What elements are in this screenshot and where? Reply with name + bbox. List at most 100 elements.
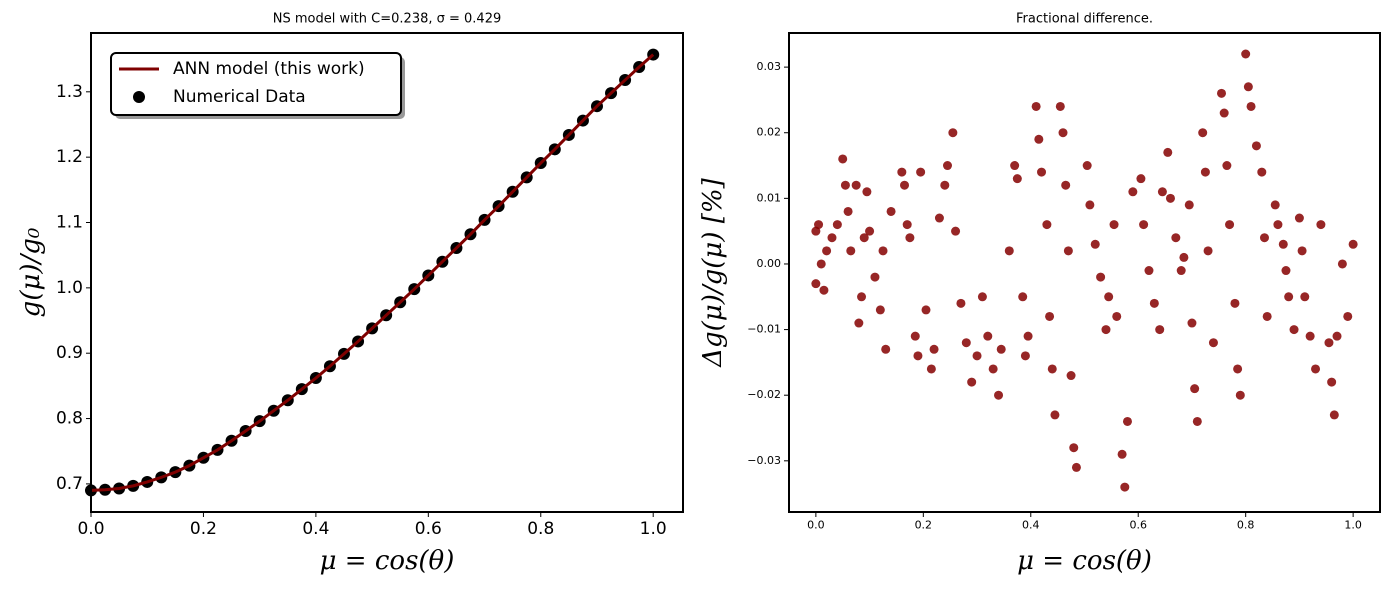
point (1243, 82, 1253, 92)
point (1061, 180, 1071, 190)
point (1251, 141, 1261, 151)
point (1257, 167, 1267, 177)
point (967, 377, 977, 387)
point (816, 259, 826, 269)
point (1316, 220, 1326, 230)
point (977, 292, 987, 302)
point (1259, 233, 1269, 243)
y-tick-label: 1.3 (56, 82, 83, 102)
point (1045, 311, 1055, 321)
point (1329, 410, 1339, 420)
point (934, 213, 944, 223)
point (1139, 220, 1149, 230)
y-tick-label: 0.01 (757, 191, 782, 204)
point (972, 351, 982, 361)
point (1063, 246, 1073, 256)
point (1034, 134, 1044, 144)
chart-title: Fractional difference. (1016, 12, 1153, 27)
point (1217, 88, 1227, 98)
point (870, 272, 880, 282)
point (832, 220, 842, 230)
point (951, 226, 961, 236)
point (1294, 213, 1304, 223)
x-tick-label: 0.6 (1129, 519, 1147, 532)
x-tick-label: 0.2 (190, 519, 217, 539)
point (1203, 246, 1213, 256)
point (1037, 167, 1047, 177)
point (913, 351, 923, 361)
point (900, 180, 910, 190)
point (819, 285, 829, 295)
point (1117, 449, 1127, 459)
point (1090, 239, 1100, 249)
point (1112, 311, 1122, 321)
point (961, 338, 971, 348)
point (822, 246, 832, 256)
point (1208, 338, 1218, 348)
point (1165, 193, 1175, 203)
x-tick-label: 0.0 (77, 519, 104, 539)
point (811, 279, 821, 289)
plot-frame (788, 32, 1381, 513)
x-tick-label: 1.0 (640, 519, 667, 539)
point (1262, 311, 1272, 321)
point (851, 180, 861, 190)
point (1184, 200, 1194, 210)
point (1171, 233, 1181, 243)
point (1085, 200, 1095, 210)
point (865, 226, 875, 236)
y-tick-label: 0.9 (56, 343, 83, 363)
point (1071, 462, 1081, 472)
point (1010, 161, 1020, 171)
point (1018, 292, 1028, 302)
y-tick-label: 1.0 (56, 278, 83, 298)
point (1058, 128, 1068, 138)
point (1176, 266, 1186, 276)
point (881, 344, 891, 354)
point (1136, 174, 1146, 184)
point (916, 167, 926, 177)
point (1155, 325, 1165, 335)
point (1284, 292, 1294, 302)
point (956, 298, 966, 308)
y-tick-label: 0.00 (757, 257, 782, 270)
point (1300, 292, 1310, 302)
point (1200, 167, 1210, 177)
point (827, 233, 837, 243)
point (886, 206, 896, 216)
point (1109, 220, 1119, 230)
point (843, 206, 853, 216)
point (1120, 482, 1130, 492)
point (1337, 259, 1347, 269)
point (1163, 147, 1173, 157)
chart-title: NS model with C=0.238, σ = 0.429 (273, 12, 502, 27)
point (1222, 161, 1232, 171)
point (926, 364, 936, 374)
point (1225, 220, 1235, 230)
y-axis-label: Δg(μ)/g(μ) [%] (698, 177, 728, 367)
point (988, 364, 998, 374)
point (1273, 220, 1283, 230)
point (996, 344, 1006, 354)
legend (110, 52, 402, 116)
point (1278, 239, 1288, 249)
x-tick-label: 0.2 (915, 519, 933, 532)
point (838, 154, 848, 164)
point (1149, 298, 1159, 308)
point (905, 233, 915, 243)
y-axis-label: g(μ)/g₀ (16, 227, 46, 317)
point (929, 344, 939, 354)
point (1348, 239, 1358, 249)
plot-frame (90, 32, 684, 513)
y-tick-label: 0.02 (757, 126, 782, 139)
point (1297, 246, 1307, 256)
point (1187, 318, 1197, 328)
point (1311, 364, 1321, 374)
point (1219, 108, 1229, 118)
y-tick-label: 1.2 (56, 147, 83, 167)
y-tick-label: −0.03 (747, 454, 781, 467)
point (862, 187, 872, 197)
point (983, 331, 993, 341)
point (1012, 174, 1022, 184)
point (859, 233, 869, 243)
